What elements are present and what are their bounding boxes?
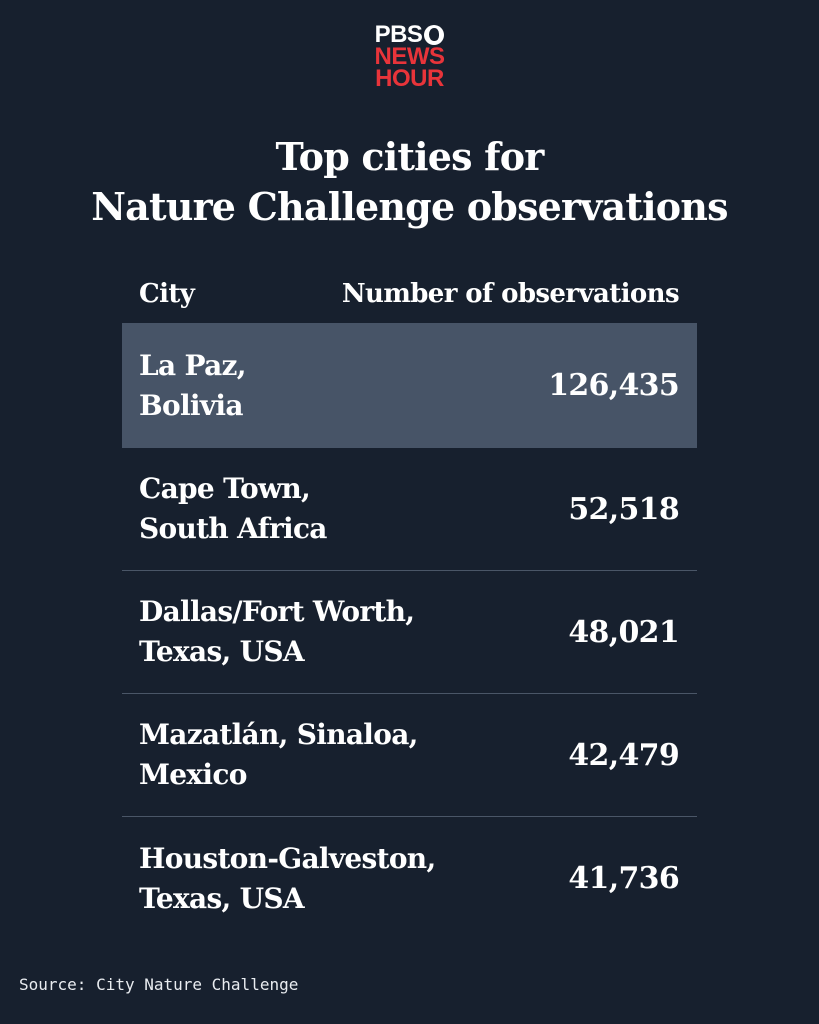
- table-body: La Paz, Bolivia 126,435 Cape Town, South Afr…: [122, 323, 697, 940]
- city-cell: Cape Town, South Africa: [139, 469, 499, 549]
- city-name-line-2: South Africa: [139, 512, 327, 545]
- table-row: Houston-Galveston, Texas, USA 41,736: [122, 817, 697, 940]
- chart-title: Top cities for Nature Challenge observat…: [0, 132, 819, 232]
- source-note: Source: City Nature Challenge: [19, 975, 299, 994]
- logo-news: NEWS: [374, 43, 446, 70]
- observation-count: 42,479: [568, 737, 679, 773]
- logo-pbs: PBS: [374, 21, 445, 48]
- observation-count: 41,736: [568, 861, 679, 896]
- title-line-2: Nature Challenge observations: [91, 184, 728, 229]
- table-row: Mazatlán, Sinaloa, Mexico 42,479: [122, 694, 697, 817]
- city-name-line-1: Mazatlán, Sinaloa,: [139, 718, 418, 751]
- title-line-1: Top cities for: [275, 134, 545, 179]
- city-name-line-1: Cape Town,: [139, 472, 311, 505]
- city-name-line-2: Texas, USA: [139, 635, 305, 668]
- logo-pbs-text: PBS: [374, 21, 423, 48]
- city-name-line-1: Dallas/Fort Worth,: [139, 595, 415, 628]
- column-header-observations: Number of observations: [341, 279, 680, 309]
- city-cell: Mazatlán, Sinaloa, Mexico: [139, 715, 499, 795]
- city-cell: La Paz, Bolivia: [139, 346, 499, 426]
- observation-count: 52,518: [568, 491, 679, 527]
- table-row: Cape Town, South Africa 52,518: [122, 448, 697, 571]
- observation-count: 48,021: [568, 614, 679, 650]
- pbs-newshour-logo: PBS NEWS HOUR: [0, 21, 819, 92]
- column-header-city: City: [139, 279, 195, 309]
- city-name-line-2: Bolivia: [139, 388, 243, 422]
- table-header: City Number of observations: [122, 265, 697, 323]
- logo-hour: HOUR: [375, 65, 444, 92]
- table-row: La Paz, Bolivia 126,435: [122, 323, 697, 448]
- city-name-line-2: Mexico: [139, 758, 247, 791]
- pbs-head-icon: [424, 25, 445, 45]
- city-cell: Dallas/Fort Worth, Texas, USA: [139, 592, 499, 672]
- observation-count: 126,435: [548, 368, 679, 403]
- city-name-line-1: La Paz,: [139, 348, 246, 382]
- table-row: Dallas/Fort Worth, Texas, USA 48,021: [122, 571, 697, 694]
- city-name-line-1: Houston-Galveston,: [139, 841, 436, 875]
- city-cell: Houston-Galveston, Texas, USA: [139, 839, 499, 919]
- city-name-line-2: Texas, USA: [139, 881, 305, 915]
- observations-table: City Number of observations La Paz, Boliv…: [122, 265, 697, 940]
